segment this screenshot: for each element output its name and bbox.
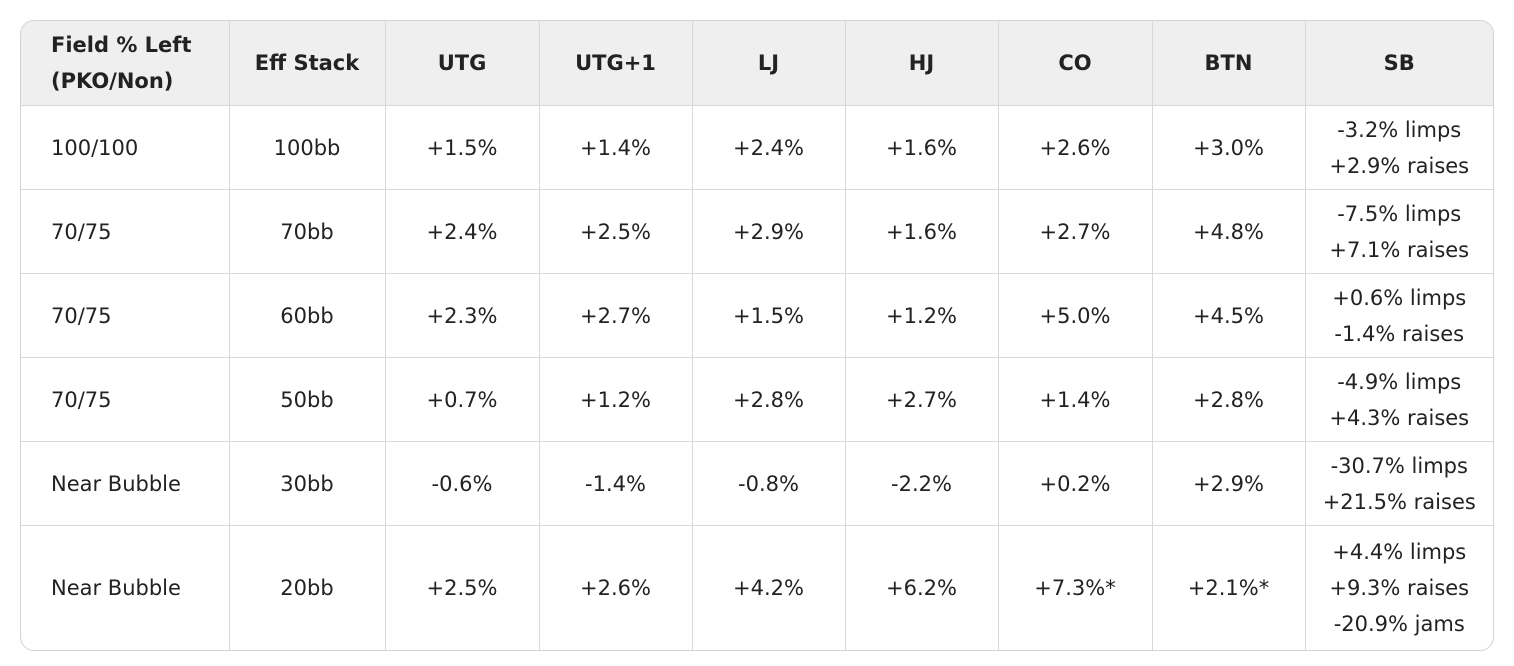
table-cell: 70/75 (21, 273, 230, 358)
table-cell: +4.4% limps +9.3% raises -20.9% jams (1304, 525, 1493, 650)
table-cell: +1.5% (691, 273, 846, 358)
header-cell: CO (997, 21, 1153, 106)
header-cell: UTG+1 (538, 21, 693, 106)
table-cell: -30.7% limps +21.5% raises (1304, 441, 1493, 526)
table-cell: +2.5% (538, 189, 693, 274)
table-cell: +0.7% (384, 357, 540, 442)
header-cell: BTN (1151, 21, 1306, 106)
cell-line: +2.9% raises (1329, 153, 1470, 178)
header-cell: UTG (384, 21, 540, 106)
table-cell: +2.8% (691, 357, 846, 442)
table-cell: +2.7% (997, 189, 1153, 274)
header-row: Field % Left (PKO/Non) Eff Stack UTG UTG+1 LJ… (21, 21, 1493, 106)
table-cell: +4.8% (1151, 189, 1306, 274)
table-cell: +1.2% (844, 273, 999, 358)
table-cell: +2.4% (384, 189, 540, 274)
cell-line: Field % Left (51, 33, 192, 57)
table-cell: Near Bubble (21, 525, 230, 650)
table-cell: +4.2% (691, 525, 846, 650)
table-cell: -2.2% (844, 441, 999, 526)
table: Field % Left (PKO/Non) Eff Stack UTG UTG+1 LJ… (21, 21, 1493, 650)
table-cell: -4.9% limps +4.3% raises (1304, 357, 1493, 442)
cell-line: (PKO/Non) (51, 69, 174, 93)
table-cell: 70bb (228, 189, 386, 274)
cell-line: -7.5% limps (1337, 201, 1462, 226)
cell-line: -4.9% limps (1337, 369, 1462, 394)
header-cell: LJ (691, 21, 846, 106)
header-cell: HJ (844, 21, 999, 106)
table-cell: -0.8% (691, 441, 846, 526)
table-cell: -7.5% limps +7.1% raises (1304, 189, 1493, 274)
table-cell: +2.6% (538, 525, 693, 650)
table-cell: +2.4% (691, 105, 846, 190)
table-cell: 70/75 (21, 357, 230, 442)
cell-line: -1.4% raises (1334, 321, 1465, 346)
table-cell: 60bb (228, 273, 386, 358)
table-row: Near Bubble 30bb -0.6% -1.4% -0.8% -2.2% +0.2%… (21, 441, 1493, 526)
table-cell: +3.0% (1151, 105, 1306, 190)
table-cell: +6.2% (844, 525, 999, 650)
table-row: 70/75 70bb +2.4% +2.5% +2.9% +1.6% +2.7% +4.8% -… (21, 189, 1493, 274)
table-cell: +5.0% (997, 273, 1153, 358)
table-cell: +2.3% (384, 273, 540, 358)
table-cell: +2.7% (844, 357, 999, 442)
table-cell: 30bb (228, 441, 386, 526)
table-cell: -0.6% (384, 441, 540, 526)
cell-line: +4.3% raises (1329, 405, 1470, 430)
cell-line: +7.1% raises (1329, 237, 1470, 262)
table-cell: +2.1%* (1151, 525, 1306, 650)
table-cell: 100bb (228, 105, 386, 190)
table-cell: +2.7% (538, 273, 693, 358)
cell-line: +9.3% raises (1329, 575, 1470, 600)
table-row: Near Bubble 20bb +2.5% +2.6% +4.2% +6.2% +7.3%… (21, 525, 1493, 650)
header-cell: Eff Stack (228, 21, 386, 106)
table-cell: +1.5% (384, 105, 540, 190)
table-cell: +2.5% (384, 525, 540, 650)
table-body: 100/100 100bb +1.5% +1.4% +2.4% +1.6% +2.6% +3.… (21, 105, 1493, 650)
table-cell: +1.6% (844, 189, 999, 274)
table-cell: 50bb (228, 357, 386, 442)
table-header: Field % Left (PKO/Non) Eff Stack UTG UTG+1 LJ… (21, 21, 1493, 106)
table-cell: -1.4% (538, 441, 693, 526)
table-cell: +2.6% (997, 105, 1153, 190)
table-row: 70/75 60bb +2.3% +2.7% +1.5% +1.2% +5.0% +4.5% +… (21, 273, 1493, 358)
table-cell: +2.9% (1151, 441, 1306, 526)
table-container: Field % Left (PKO/Non) Eff Stack UTG UTG+1 LJ… (20, 20, 1494, 651)
table-cell: Near Bubble (21, 441, 230, 526)
table-cell: 20bb (228, 525, 386, 650)
table-cell: +1.4% (538, 105, 693, 190)
cell-line: -20.9% jams (1333, 611, 1465, 636)
cell-line: +4.4% limps (1332, 539, 1467, 564)
header-cell: SB (1304, 21, 1493, 106)
table-cell: +1.6% (844, 105, 999, 190)
table-cell: 70/75 (21, 189, 230, 274)
table-cell: +2.9% (691, 189, 846, 274)
table-cell: +0.6% limps -1.4% raises (1304, 273, 1493, 358)
table-cell: +1.4% (997, 357, 1153, 442)
cell-line: +21.5% raises (1322, 489, 1476, 514)
table-cell: +7.3%* (997, 525, 1153, 650)
table-cell: 100/100 (21, 105, 230, 190)
cell-line: -3.2% limps (1337, 117, 1462, 142)
table-cell: +2.8% (1151, 357, 1306, 442)
cell-line: +0.6% limps (1332, 285, 1467, 310)
table-row: 70/75 50bb +0.7% +1.2% +2.8% +2.7% +1.4% +2.8% -… (21, 357, 1493, 442)
table-cell: -3.2% limps +2.9% raises (1304, 105, 1493, 190)
table-cell: +4.5% (1151, 273, 1306, 358)
cell-line: -30.7% limps (1330, 453, 1468, 478)
table-cell: +0.2% (997, 441, 1153, 526)
table-row: 100/100 100bb +1.5% +1.4% +2.4% +1.6% +2.6% +3.… (21, 105, 1493, 190)
table-cell: +1.2% (538, 357, 693, 442)
header-cell: Field % Left (PKO/Non) (21, 21, 230, 106)
